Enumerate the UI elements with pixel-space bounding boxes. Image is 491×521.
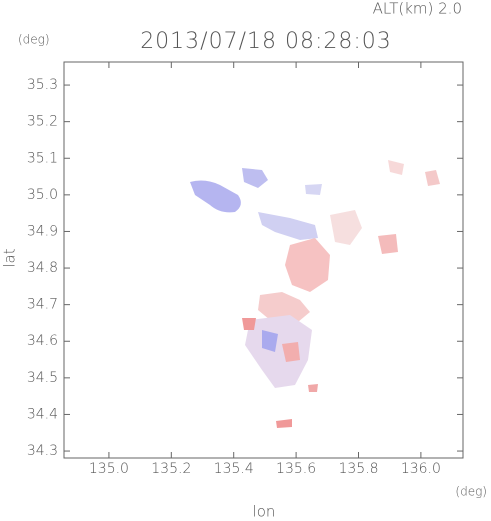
y-tick-label: 35.3 [27, 77, 58, 93]
x-tick-label: 136.0 [401, 461, 441, 477]
echo [242, 168, 268, 188]
echo [245, 315, 312, 388]
plot-frame [63, 61, 464, 459]
echo [308, 384, 318, 392]
y-tick-label: 35.1 [27, 150, 58, 166]
x-unit: (deg) [455, 485, 487, 499]
y-tick-label: 35.0 [27, 187, 58, 203]
x-tick-label: 135.0 [89, 461, 129, 477]
x-tick-label: 135.6 [276, 461, 316, 477]
y-tick-label: 34.4 [27, 406, 58, 422]
echo [378, 234, 398, 254]
echo [285, 238, 330, 292]
y-tick-label: 35.2 [27, 114, 58, 130]
echo [258, 292, 310, 322]
y-tick-label: 34.7 [27, 297, 58, 313]
echo [388, 160, 404, 175]
echo [262, 330, 278, 352]
x-tick-label: 135.2 [151, 461, 191, 477]
x-axis-label: lon [253, 503, 276, 521]
y-tick-label: 34.9 [27, 223, 58, 239]
echo [305, 184, 322, 195]
y-unit: (deg) [18, 33, 50, 47]
echo [330, 210, 362, 245]
altitude-label: ALT(km) 2.0 [373, 0, 462, 18]
y-tick-label: 34.3 [27, 443, 58, 459]
x-tick-label: 135.4 [214, 461, 254, 477]
y-tick-label: 34.8 [27, 260, 58, 276]
echo [190, 180, 241, 213]
chart-title: 2013/07/18 08:28:03 [140, 29, 392, 54]
radar-echoes [190, 160, 440, 428]
y-tick-label: 34.5 [27, 370, 58, 386]
echo [425, 170, 440, 186]
echo [258, 212, 318, 240]
x-tick-label: 135.8 [338, 461, 378, 477]
y-axis-label: lat [1, 248, 19, 267]
y-tick-label: 34.6 [27, 333, 58, 349]
echo [276, 419, 292, 428]
echo [242, 318, 256, 330]
echo [282, 342, 300, 362]
